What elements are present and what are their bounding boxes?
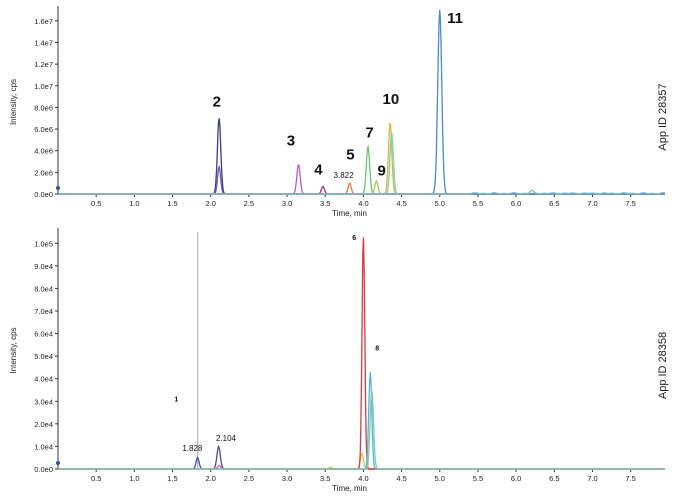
series-trace — [58, 9, 665, 195]
peak-label: 2 — [213, 93, 221, 110]
y-tick-label: 1.2e7 — [34, 60, 53, 69]
series-trace — [58, 444, 665, 470]
y-axis-label: Intensity, cps — [9, 79, 18, 125]
x-tick-label: 6.0 — [511, 199, 521, 208]
y-tick-label: 1.0e5 — [34, 239, 53, 248]
peak-label: 9 — [378, 163, 386, 180]
y-tick-label: 2.0e6 — [34, 168, 53, 177]
x-tick-label: 2.5 — [244, 474, 254, 483]
series-trace — [58, 132, 665, 195]
app-id-label: App ID 28357 — [657, 83, 669, 150]
y-tick-label: 1.0e4 — [34, 442, 53, 451]
chart-2: 0.0e0 1.0e4 2.0e4 3.0e4 4.0e4 5.0e4 6.0e4 7.0e4… — [9, 228, 669, 493]
series-trace — [58, 189, 666, 195]
peak-label: 3 — [287, 132, 295, 149]
chart-1: 0.0e0 2.0e6 4.0e6 6.0e6 8.0e6 1.0e7 1.2e7 1.4e7… — [9, 6, 669, 218]
peak-label: 11 — [447, 10, 463, 27]
y-tick-label: 6.0e4 — [34, 330, 53, 339]
y-tick-label: 1.0e7 — [34, 82, 53, 91]
x-tick-label: 5.0 — [435, 474, 445, 483]
y-tick-label: 8.0e6 — [34, 103, 53, 112]
x-tick-label: 4.5 — [396, 474, 406, 483]
y-tick-label: 0.0e0 — [34, 190, 53, 199]
series-trace — [58, 452, 665, 470]
y-tick-label: 1.6e7 — [34, 17, 53, 26]
series-trace — [58, 122, 665, 195]
x-tick-label: 7.0 — [587, 474, 597, 483]
y-tick-label: 4.0e6 — [34, 147, 53, 156]
y-tick-label: 5.0e4 — [34, 352, 53, 361]
y-tick-label: 4.0e4 — [34, 375, 53, 384]
x-tick-label: 2.5 — [244, 199, 254, 208]
x-tick-label: 3.5 — [320, 199, 330, 208]
x-tick-label: 7.5 — [625, 474, 635, 483]
peak-label: 3.822 — [334, 171, 355, 180]
y-tick-label: 1.4e7 — [34, 38, 53, 47]
series-trace — [58, 179, 665, 195]
x-tick-label: 0.5 — [91, 474, 101, 483]
y-axis-label: Intensity, cps — [9, 327, 18, 373]
x-tick-label: 2.0 — [205, 199, 215, 208]
peak-label: 2.104 — [216, 434, 237, 443]
x-tick-label: 7.5 — [625, 199, 635, 208]
x-tick-label: 0.5 — [91, 199, 101, 208]
x-tick-label: 7.0 — [587, 199, 597, 208]
y-tick-label: 0.0e0 — [34, 465, 53, 474]
peak-label: 8 — [375, 346, 379, 353]
peak-label: 10 — [383, 91, 400, 108]
peak-label: 1.828 — [182, 444, 203, 453]
peak-label: 1 — [174, 396, 178, 403]
y-tick-label: 7.0e4 — [34, 307, 53, 316]
y-tick-label: 3.0e4 — [34, 397, 53, 406]
x-tick-label: 6.0 — [511, 474, 521, 483]
x-axis-label: Time, min — [332, 209, 367, 218]
x-tick-label: 1.0 — [129, 474, 139, 483]
x-tick-label: 6.5 — [549, 474, 559, 483]
app-id-label: App ID 28358 — [657, 332, 669, 399]
x-tick-label: 4.0 — [358, 474, 368, 483]
x-tick-label: 5.0 — [435, 199, 445, 208]
x-tick-label: 5.5 — [473, 474, 483, 483]
x-tick-label: 5.5 — [473, 199, 483, 208]
x-tick-label: 4.5 — [396, 199, 406, 208]
x-axis-label: Time, min — [332, 484, 367, 493]
x-tick-label: 2.0 — [205, 474, 215, 483]
y-tick-label: 2.0e4 — [34, 420, 53, 429]
series-trace — [58, 118, 665, 195]
x-tick-label: 3.0 — [282, 474, 292, 483]
x-tick-label: 3.0 — [282, 199, 292, 208]
peak-label: 6 — [352, 235, 356, 242]
x-tick-label: 1.0 — [129, 199, 139, 208]
y-tick-label: 6.0e6 — [34, 125, 53, 134]
series-trace — [58, 163, 665, 195]
y-tick-label: 8.0e4 — [34, 284, 53, 293]
series-trace — [58, 164, 665, 195]
axis-marker — [56, 186, 60, 190]
x-tick-label: 1.5 — [167, 199, 177, 208]
series-trace — [58, 145, 665, 195]
peak-label: 7 — [365, 125, 373, 142]
series-trace — [58, 390, 665, 470]
axis-marker — [56, 461, 60, 465]
x-tick-label: 3.5 — [320, 474, 330, 483]
series-trace — [58, 237, 665, 470]
peak-label: 5 — [346, 146, 354, 163]
x-tick-label: 4.0 — [358, 199, 368, 208]
y-tick-label: 9.0e4 — [34, 262, 53, 271]
x-tick-label: 6.5 — [549, 199, 559, 208]
x-tick-label: 1.5 — [167, 474, 177, 483]
peak-label: 4 — [314, 162, 323, 179]
